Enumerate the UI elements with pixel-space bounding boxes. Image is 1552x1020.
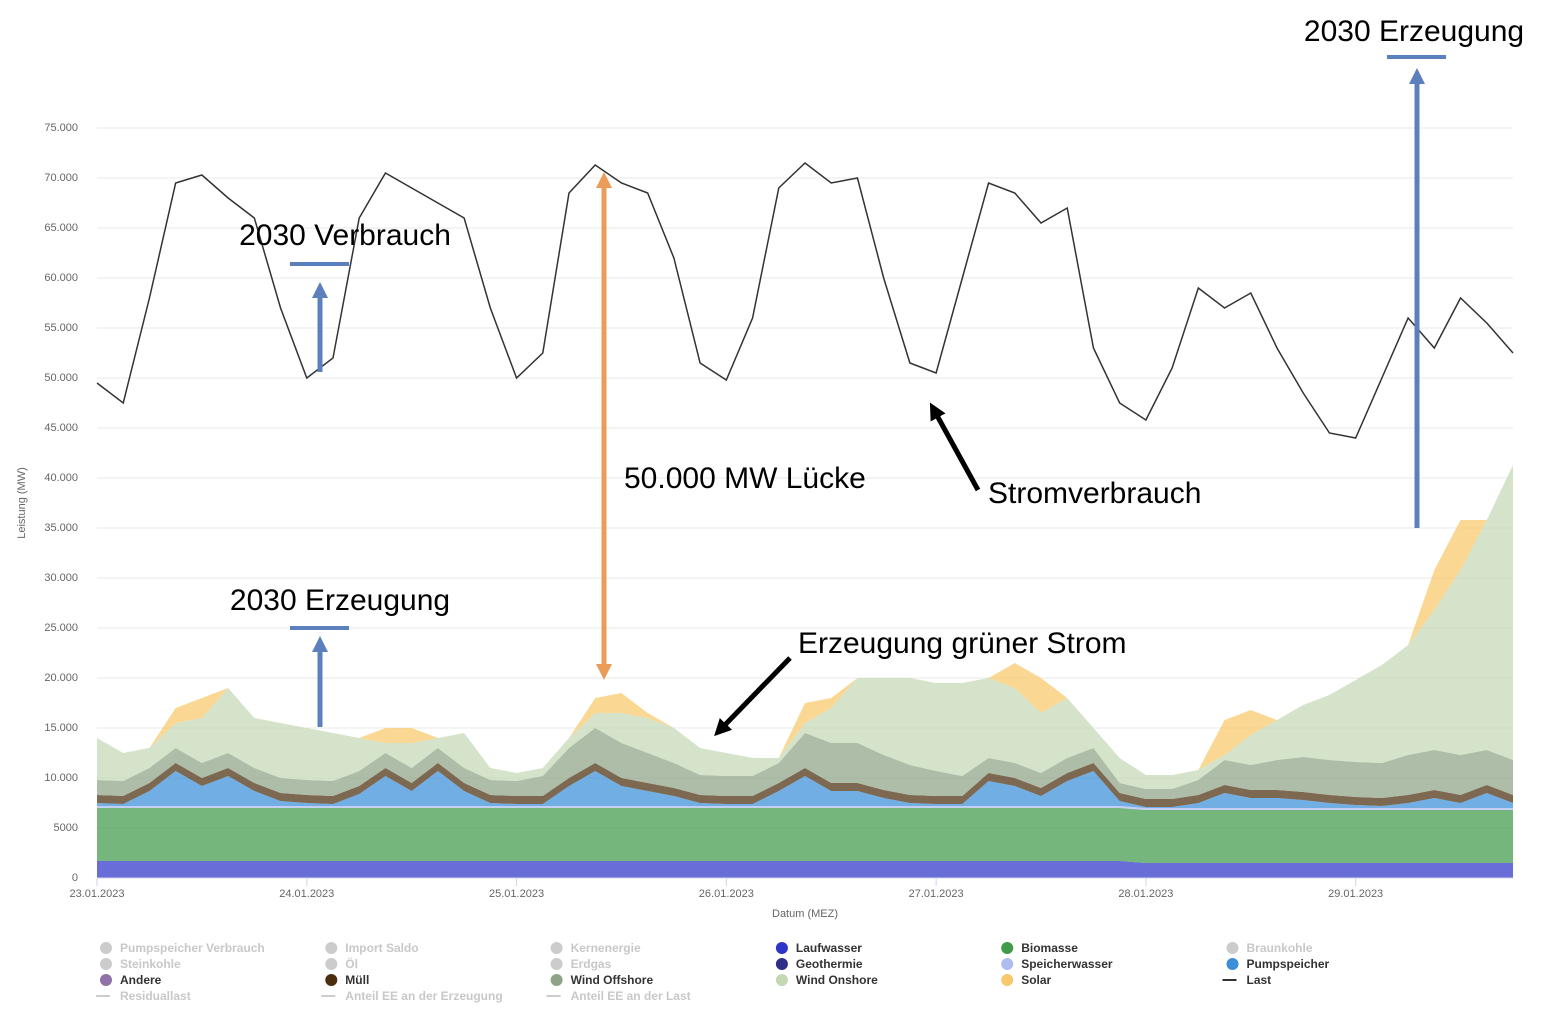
legend-marker: [775, 942, 788, 954]
annotation: 2030 Erzeugung: [1304, 15, 1524, 48]
pointer-arrow: [929, 402, 981, 492]
y-tick-label: 35.000: [44, 522, 78, 534]
y-axis-title: Leistung (MW): [16, 467, 28, 539]
legend-label: Erdgas: [571, 957, 612, 971]
legend-label: Pumpspeicher Verbrauch: [120, 941, 265, 955]
x-tick-label: 23.01.2023: [69, 888, 124, 900]
legend-label: Öl: [345, 956, 358, 971]
legend-label: Müll: [345, 973, 369, 987]
legend-marker: [1226, 958, 1239, 970]
legend-marker: [1226, 942, 1239, 954]
legend-marker: [550, 974, 563, 986]
y-tick-label: 40.000: [44, 472, 78, 484]
annotation-layer: 2030 Verbrauch 2030 Erzeugung 50.000 MW Lü…: [230, 15, 1524, 737]
legend-label: Steinkohle: [120, 957, 181, 971]
legend-label: Anteil EE an der Last: [571, 989, 691, 1003]
legend-marker: [100, 958, 112, 970]
legend-label: Laufwasser: [796, 941, 862, 955]
legend-label: Import Saldo: [345, 941, 418, 955]
y-tick-label: 60.000: [44, 272, 78, 284]
annotation: 2030 Verbrauch: [239, 219, 451, 252]
legend-label: Wind Offshore: [571, 973, 654, 987]
legend-marker: [1001, 942, 1014, 954]
y-tick-label: 70.000: [44, 172, 78, 184]
legend-marker: [550, 942, 563, 954]
x-tick-label: 24.01.2023: [279, 888, 334, 900]
y-tick-label: 45.000: [44, 422, 78, 434]
y-tick-label: 75.000: [44, 122, 78, 134]
legend-label: Wind Onshore: [796, 973, 878, 987]
plot-area: 0 5000 10.000 15.000 20.000 25.000 30.000 35.00…: [16, 122, 1514, 920]
y-tick-label: 65.000: [44, 222, 78, 234]
area: [97, 806, 1513, 810]
y-tick-label: 20.000: [44, 672, 78, 684]
legend-marker: [550, 958, 563, 970]
x-axis-title: Datum (MEZ): [772, 908, 838, 920]
area: [97, 763, 1513, 807]
y-tick-label: 55.000: [44, 322, 78, 334]
area: [97, 808, 1513, 863]
line: [96, 162, 1514, 439]
legend-marker: [775, 974, 788, 986]
y-tick-label: 30.000: [44, 572, 78, 584]
legend-marker: [325, 974, 338, 986]
y-tick-label: 10.000: [44, 772, 78, 784]
area: [97, 465, 1513, 775]
legend-marker: [100, 942, 112, 954]
legend-label: Solar: [1021, 973, 1051, 987]
legend-label: Pumpspeicher: [1247, 957, 1330, 971]
annotation: Erzeugung grüner Strom: [798, 627, 1127, 660]
area: [97, 861, 1513, 878]
legend-label: Speicherwasser: [1021, 957, 1113, 971]
pointer-arrow: [714, 656, 792, 737]
legend-marker: [1001, 974, 1014, 986]
annotation: 2030 Erzeugung: [230, 584, 450, 617]
x-tick-label: 27.01.2023: [909, 888, 964, 900]
area: [97, 771, 1513, 808]
legend-marker: [325, 942, 338, 954]
legend-marker: [1001, 958, 1014, 970]
annotation: Stromverbrauch: [988, 477, 1201, 510]
legend-label: Kernenergie: [571, 941, 641, 955]
legend-marker: [775, 958, 788, 970]
y-tick-label: 5000: [54, 822, 78, 834]
legend-label: Last: [1247, 973, 1272, 987]
legend-label: Anteil EE an der Erzeugung: [345, 989, 502, 1003]
legend-label: Residuallast: [120, 989, 191, 1003]
x-tick-label: 25.01.2023: [489, 888, 544, 900]
area: [97, 465, 1513, 789]
legend-label: Geothermie: [796, 957, 863, 971]
legend: Pumpspeicher Verbrauch Import Saldo Kernen…: [96, 941, 1330, 1003]
x-tick-label: 26.01.2023: [699, 888, 754, 900]
y-tick-label: 0: [72, 872, 78, 884]
y-tick-label: 15.000: [44, 722, 78, 734]
x-tick-label: 28.01.2023: [1118, 888, 1173, 900]
y-tick-label: 50.000: [44, 372, 78, 384]
legend-label: Biomasse: [1021, 941, 1078, 955]
legend-label: Braunkohle: [1247, 941, 1313, 955]
y-tick-label: 25.000: [44, 622, 78, 634]
area: [97, 728, 1513, 799]
legend-marker: [325, 958, 338, 970]
legend-marker: [100, 974, 112, 986]
x-tick-label: 29.01.2023: [1328, 888, 1383, 900]
annotation: 50.000 MW Lücke: [624, 462, 866, 495]
legend-label: Andere: [120, 973, 162, 987]
